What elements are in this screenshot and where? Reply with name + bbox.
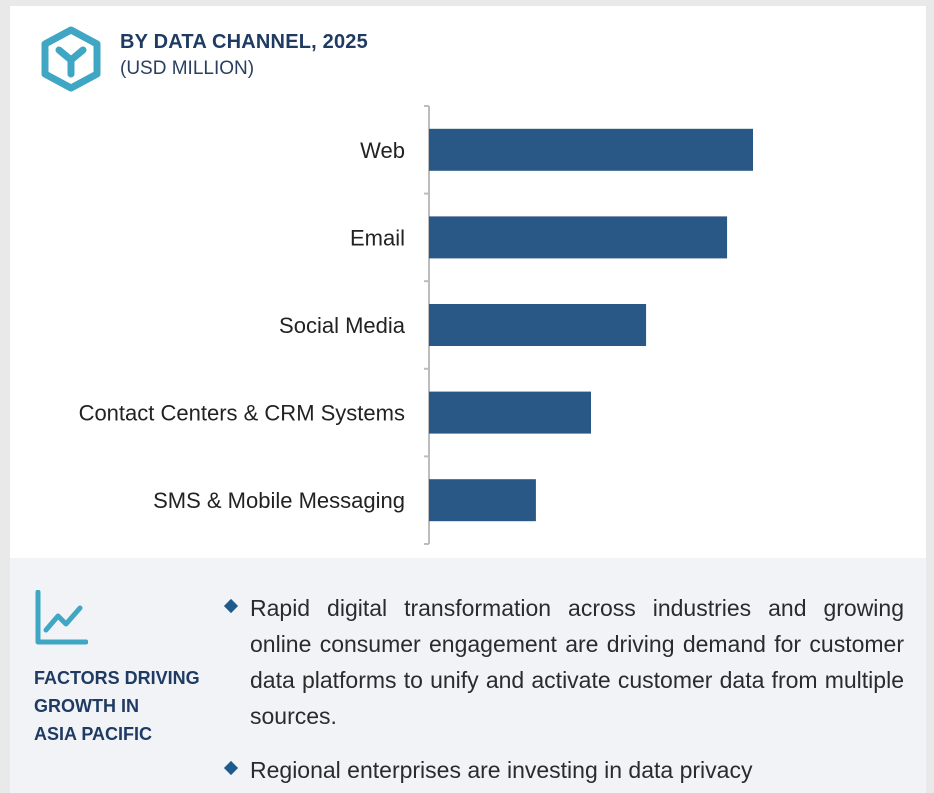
- factors-panel: FACTORS DRIVING GROWTH IN ASIA PACIFIC R…: [10, 558, 926, 793]
- hexagon-y-logo-icon: [41, 26, 101, 92]
- bar: [429, 391, 591, 434]
- factors-heading-line: FACTORS DRIVING: [34, 668, 200, 688]
- bar: [429, 128, 753, 171]
- factor-bullet-text: Rapid digital transformation across indu…: [250, 595, 904, 729]
- bar: [429, 304, 647, 346]
- trend-line-chart-icon: [35, 590, 88, 645]
- chart-subtitle: (USD MILLION): [120, 58, 255, 79]
- category-label: Contact Centers & CRM Systems: [79, 401, 405, 426]
- factors-heading-line: GROWTH IN: [34, 696, 139, 716]
- chart-title: BY DATA CHANNEL, 2025: [120, 31, 368, 53]
- factors-heading: FACTORS DRIVING GROWTH IN ASIA PACIFIC: [34, 664, 234, 748]
- factor-bullet-text: Regional enterprises are investing in da…: [250, 757, 753, 783]
- bar-chart: Web Email Social Media Contact Centers & CR…: [79, 105, 753, 545]
- bar: [429, 479, 536, 522]
- category-label: SMS & Mobile Messaging: [153, 488, 405, 513]
- factors-heading-line: ASIA PACIFIC: [34, 724, 153, 744]
- factors-bullet-list: Rapid digital transformation across indu…: [222, 590, 904, 793]
- diamond-bullet-icon: [223, 760, 239, 776]
- factor-bullet: Regional enterprises are investing in da…: [222, 752, 904, 788]
- factor-bullet: Rapid digital transformation across indu…: [222, 590, 904, 734]
- infographic-card: BY DATA CHANNEL, 2025 (USD MILLION) Web E…: [10, 6, 926, 793]
- category-label: Web: [360, 138, 405, 163]
- bar: [429, 216, 728, 259]
- diamond-bullet-icon: [223, 598, 239, 614]
- category-label: Social Media: [279, 313, 406, 338]
- category-label: Email: [350, 225, 405, 250]
